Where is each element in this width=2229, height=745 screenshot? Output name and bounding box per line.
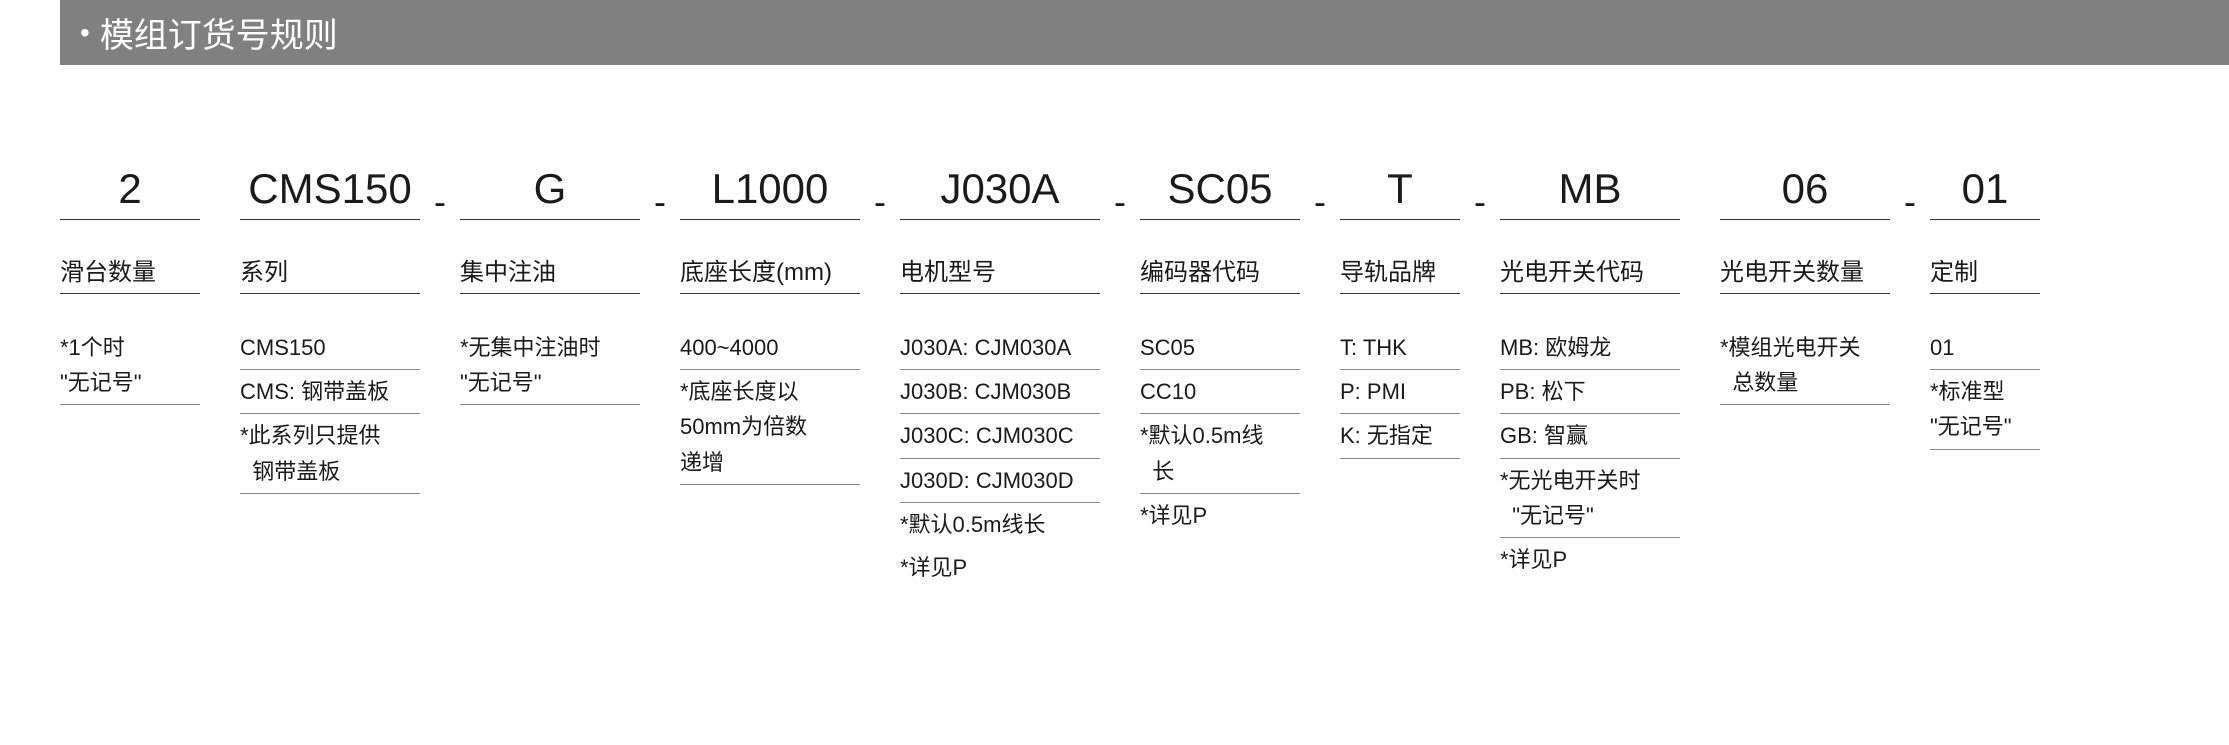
code-label: 导轨品牌 (1340, 252, 1460, 294)
detail-item: *无集中注油时"无记号" (460, 326, 640, 405)
ordering-column-8: 06 光电开关数量 *模组光电开关 总数量 (1720, 165, 1890, 405)
detail-item: *详见P (1140, 494, 1300, 537)
detail-block: SC05CC10*默认0.5m线 长*详见P (1140, 326, 1300, 537)
detail-item: *1个时"无记号" (60, 326, 200, 405)
code-value: T (1340, 165, 1460, 220)
detail-item: *详见P (1500, 538, 1680, 581)
ordering-column-7: MB 光电开关代码 MB: 欧姆龙PB: 松下GB: 智赢*无光电开关时 "无记号"… (1500, 165, 1680, 581)
detail-item: 01 (1930, 326, 2040, 370)
detail-item: *默认0.5m线 长 (1140, 414, 1300, 493)
detail-item: GB: 智赢 (1500, 414, 1680, 458)
separator-dash: - (1890, 173, 1930, 223)
header-title: 模组订货号规则 (100, 8, 338, 57)
header-bar: • 模组订货号规则 (60, 0, 2229, 65)
code-value: L1000 (680, 165, 860, 220)
code-label: 集中注油 (460, 252, 640, 294)
detail-item: SC05 (1140, 326, 1300, 370)
code-label: 光电开关代码 (1500, 252, 1680, 294)
detail-item: CC10 (1140, 370, 1300, 414)
code-value: 01 (1930, 165, 2040, 220)
ordering-rule-content: 2滑台数量*1个时"无记号"CMS150系列CMS150CMS: 钢带盖板*此系… (0, 65, 2229, 629)
detail-item: 400~4000 (680, 326, 860, 370)
code-value: SC05 (1140, 165, 1300, 220)
code-label: 光电开关数量 (1720, 252, 1890, 294)
code-label: 定制 (1930, 252, 2040, 294)
detail-item: *模组光电开关 总数量 (1720, 326, 1890, 405)
detail-item: *底座长度以50mm为倍数递增 (680, 370, 860, 485)
code-value: J030A (900, 165, 1100, 220)
detail-item: P: PMI (1340, 370, 1460, 414)
detail-item: *详见P (900, 546, 1100, 589)
code-label: 系列 (240, 252, 420, 294)
ordering-column-6: T 导轨品牌 T: THKP: PMIK: 无指定 (1340, 165, 1460, 459)
code-label: 电机型号 (900, 252, 1100, 294)
detail-block: 400~4000*底座长度以50mm为倍数递增 (680, 326, 860, 485)
separator-dash: - (640, 173, 680, 223)
separator-dash: - (420, 173, 460, 223)
code-value: 06 (1720, 165, 1890, 220)
detail-item: J030D: CJM030D (900, 459, 1100, 503)
detail-block: *无集中注油时"无记号" (460, 326, 640, 405)
detail-block: *模组光电开关 总数量 (1720, 326, 1890, 405)
detail-item: *此系列只提供 钢带盖板 (240, 414, 420, 493)
code-value: CMS150 (240, 165, 420, 220)
detail-item: CMS: 钢带盖板 (240, 370, 420, 414)
separator-dash: - (1460, 173, 1500, 223)
detail-item: PB: 松下 (1500, 370, 1680, 414)
detail-block: 01*标准型"无记号" (1930, 326, 2040, 450)
header-bullet: • (80, 17, 90, 49)
ordering-column-1: CMS150系列CMS150CMS: 钢带盖板*此系列只提供 钢带盖板 (240, 165, 420, 494)
detail-item: J030A: CJM030A (900, 326, 1100, 370)
code-value: 2 (60, 165, 200, 220)
detail-block: T: THKP: PMIK: 无指定 (1340, 326, 1460, 459)
detail-item: MB: 欧姆龙 (1500, 326, 1680, 370)
code-label: 底座长度(mm) (680, 252, 860, 294)
detail-block: MB: 欧姆龙PB: 松下GB: 智赢*无光电开关时 "无记号"*详见P (1500, 326, 1680, 581)
separator-dash: - (860, 173, 900, 223)
detail-item: *无光电开关时 "无记号" (1500, 459, 1680, 538)
detail-item: K: 无指定 (1340, 414, 1460, 458)
code-label: 滑台数量 (60, 252, 200, 294)
detail-item: T: THK (1340, 326, 1460, 370)
code-label: 编码器代码 (1140, 252, 1300, 294)
code-value: MB (1500, 165, 1680, 220)
separator-dash: - (1100, 173, 1140, 223)
detail-item: *默认0.5m线长 (900, 503, 1100, 546)
ordering-column-4: J030A电机型号J030A: CJM030AJ030B: CJM030BJ03… (900, 165, 1100, 589)
separator-dash: - (1300, 173, 1340, 223)
detail-item: J030C: CJM030C (900, 414, 1100, 458)
ordering-column-0: 2 滑台数量 *1个时"无记号" (60, 165, 200, 405)
detail-block: J030A: CJM030AJ030B: CJM030BJ030C: CJM03… (900, 326, 1100, 589)
detail-block: *1个时"无记号" (60, 326, 200, 405)
ordering-column-2: G 集中注油 *无集中注油时"无记号" (460, 165, 640, 405)
detail-item: *标准型"无记号" (1930, 370, 2040, 449)
detail-item: J030B: CJM030B (900, 370, 1100, 414)
detail-item: CMS150 (240, 326, 420, 370)
ordering-column-5: SC05编码器代码SC05CC10*默认0.5m线 长*详见P (1140, 165, 1300, 537)
ordering-column-9: 01定制01*标准型"无记号" (1930, 165, 2040, 450)
ordering-column-3: L1000 底座长度(mm) 400~4000*底座长度以50mm为倍数递增 (680, 165, 860, 485)
detail-block: CMS150CMS: 钢带盖板*此系列只提供 钢带盖板 (240, 326, 420, 494)
code-value: G (460, 165, 640, 220)
